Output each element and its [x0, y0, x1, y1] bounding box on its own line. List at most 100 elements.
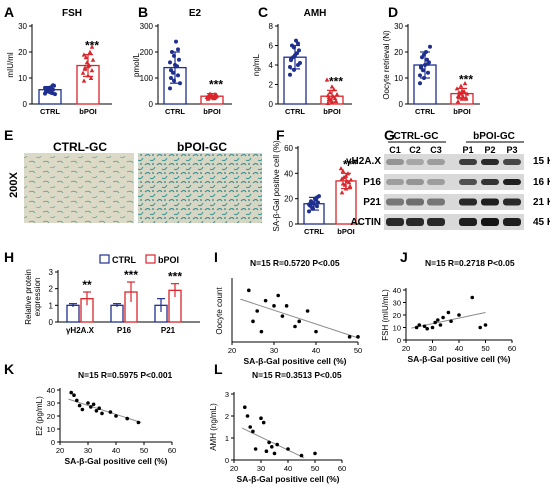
significance-marker: ***: [168, 270, 182, 284]
wb-band: [427, 159, 445, 165]
legend-swatch: [99, 254, 110, 264]
wb-protein-actin: ACTIN: [350, 217, 381, 228]
data-point: [455, 94, 461, 99]
x-tick-label: 50: [311, 464, 319, 473]
x-tick-label: CTRL: [415, 107, 435, 116]
y-tick-label: 2: [225, 412, 229, 421]
wb-band: [481, 198, 499, 206]
y-axis-label: E2 (pg/mL): [35, 396, 44, 436]
data-point: [454, 86, 460, 91]
y-tick-label: 40: [47, 386, 55, 395]
wb-protein-p16: P16: [363, 177, 381, 188]
scatter-point: [433, 320, 437, 325]
x-tick-label: bPOI: [337, 227, 355, 236]
significance-marker: ***: [209, 78, 223, 92]
scatter-point: [441, 315, 445, 320]
y-axis-label: FSH (mIU/mL): [381, 289, 390, 341]
wb-blot-strips: [384, 154, 524, 230]
data-point: [422, 52, 426, 57]
scatter-point: [91, 402, 96, 407]
wb-band: [386, 179, 404, 185]
scatter-point: [272, 304, 276, 308]
x-tick-label: 30: [257, 464, 265, 473]
x-tick-label: 60: [338, 464, 346, 473]
scatter-point: [259, 329, 264, 334]
data-point: [419, 64, 423, 69]
data-point: [176, 73, 180, 78]
scatter-point: [280, 314, 285, 318]
panel-label-h: H: [4, 249, 14, 265]
data-point: [339, 176, 345, 181]
stats-label: N=15 R=0.5975 P<0.001: [78, 370, 173, 380]
panel-label-l: L: [214, 361, 223, 377]
data-point: [315, 204, 319, 209]
stats-label: N=15 R=0.5720 P<0.05: [250, 258, 340, 268]
panel-label-g: G: [384, 127, 395, 143]
data-point: [327, 90, 333, 95]
chart-title: FSH: [62, 8, 82, 19]
data-point: [88, 75, 94, 80]
wb-size-p16: 16 KDa: [533, 177, 550, 188]
data-point: [47, 88, 51, 93]
x-tick-label: 40: [455, 344, 463, 353]
data-point: [339, 190, 345, 195]
scatter-amh: N=15 R=0.3513 P<0.05 20 30 40 50 60 0 1 2 3 SA-β-G…: [209, 370, 346, 484]
y-tick-label: 0: [23, 100, 28, 109]
x-tick-label: 20: [230, 464, 238, 473]
x-tick-label: bPOI: [203, 107, 221, 116]
scatter-point: [356, 335, 360, 339]
y-tick-label: 0: [149, 100, 154, 109]
significance-marker: ***: [124, 268, 138, 282]
x-tick-label: 30: [270, 346, 278, 355]
data-point: [332, 95, 338, 101]
data-point: [330, 94, 336, 99]
wb-band: [406, 159, 424, 165]
bar-ctrl: [66, 304, 80, 323]
wb-protein-p21: P21: [363, 197, 381, 208]
y-tick-label: 4: [269, 61, 274, 70]
scatter-point: [263, 298, 268, 303]
x-tick-label: 50: [140, 446, 148, 455]
data-point: [315, 195, 319, 200]
scatter-point: [89, 405, 93, 409]
data-point: [421, 68, 425, 73]
scatter-point: [483, 323, 488, 327]
significance-marker: **: [82, 278, 92, 292]
x-tick-label: 60: [508, 344, 516, 353]
panel-label-e: E: [4, 127, 13, 143]
y-tick-label: 0: [49, 318, 54, 327]
y-tick-label: 20: [47, 412, 55, 421]
x-tick-label: γH2A.X: [66, 326, 95, 335]
y-tick-label: 0: [289, 220, 294, 229]
panel-label-i: I: [214, 249, 218, 265]
trend-line: [411, 312, 486, 329]
wb-band: [503, 198, 521, 206]
wb-lane-c1: C1: [389, 145, 401, 155]
y-tick-label: 3: [49, 268, 54, 277]
y-tick-label: 30: [47, 399, 55, 408]
scatter-point: [293, 324, 297, 329]
data-point: [459, 96, 465, 101]
x-axis-label: SA-β-Gal positive cell (%): [244, 356, 347, 366]
x-tick-label: CTRL: [40, 107, 60, 116]
scatter-point: [422, 324, 427, 329]
y-tick-label: 40: [393, 286, 401, 295]
y-axis-label: Relative protein: [24, 269, 33, 325]
wb-lane-p2: P2: [484, 145, 495, 155]
wb-lane-p1: P1: [462, 145, 473, 155]
data-point: [458, 83, 464, 88]
ctrl-gc-title: CTRL-GC: [53, 140, 107, 154]
scatter-point: [478, 325, 483, 330]
wb-band: [503, 218, 521, 226]
panel-label-j: J: [400, 249, 408, 265]
scatter-point: [314, 329, 318, 334]
wb-band: [406, 218, 424, 226]
data-point: [334, 92, 340, 97]
data-point: [51, 83, 55, 88]
scatter-point: [449, 319, 453, 324]
x-axis-label: SA-β-Gal positive cell (%): [408, 354, 511, 364]
y-tick-label: 60: [284, 144, 293, 153]
y-axis-label: expression: [33, 278, 42, 317]
data-point: [296, 41, 300, 46]
data-point: [84, 60, 90, 65]
